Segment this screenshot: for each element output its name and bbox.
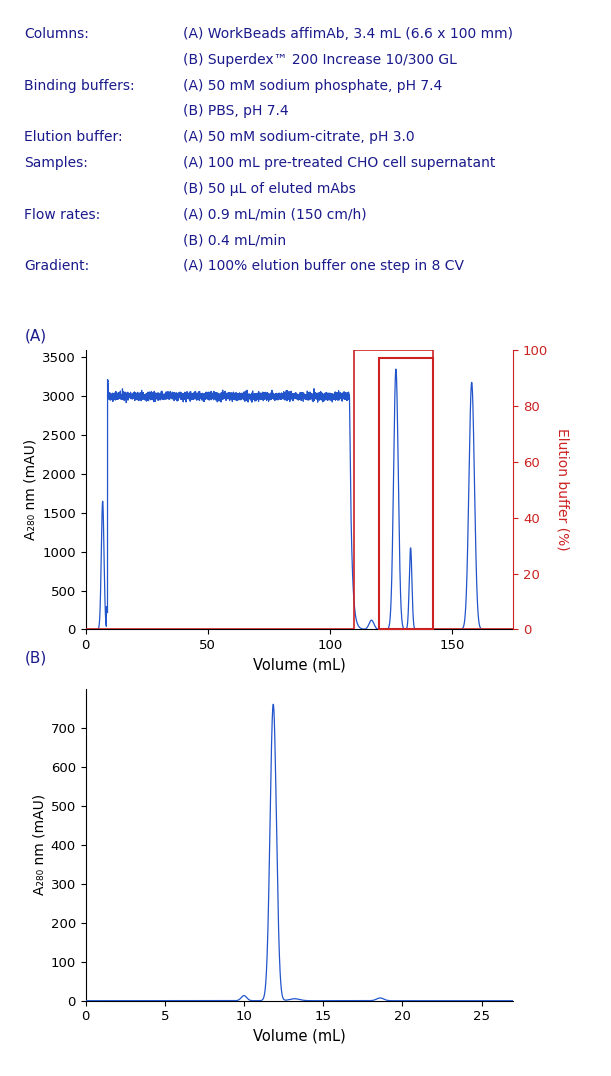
Text: (A) 100% elution buffer one step in 8 CV: (A) 100% elution buffer one step in 8 CV bbox=[183, 259, 464, 273]
Y-axis label: Elution buffer (%): Elution buffer (%) bbox=[555, 428, 569, 551]
Bar bbox=[379, 358, 433, 629]
Y-axis label: A₂₈₀ nm (mAU): A₂₈₀ nm (mAU) bbox=[24, 439, 38, 540]
Text: Columns:: Columns: bbox=[24, 27, 89, 41]
Text: (A) 50 mM sodium phosphate, pH 7.4: (A) 50 mM sodium phosphate, pH 7.4 bbox=[183, 79, 442, 93]
Text: Elution buffer:: Elution buffer: bbox=[24, 130, 123, 144]
Text: (B) 0.4 mL/min: (B) 0.4 mL/min bbox=[183, 233, 287, 247]
Text: (B): (B) bbox=[24, 651, 46, 666]
Text: (A) WorkBeads affimAb, 3.4 mL (6.6 x 100 mm): (A) WorkBeads affimAb, 3.4 mL (6.6 x 100… bbox=[183, 27, 513, 41]
Text: (A) 50 mM sodium-citrate, pH 3.0: (A) 50 mM sodium-citrate, pH 3.0 bbox=[183, 130, 415, 144]
Text: (B) PBS, pH 7.4: (B) PBS, pH 7.4 bbox=[183, 104, 289, 118]
Text: (B) 50 μL of eluted mAbs: (B) 50 μL of eluted mAbs bbox=[183, 182, 356, 196]
Text: (A) 0.9 mL/min (150 cm/h): (A) 0.9 mL/min (150 cm/h) bbox=[183, 208, 367, 222]
X-axis label: Volume (mL): Volume (mL) bbox=[253, 1029, 346, 1044]
Text: (A) 100 mL pre-treated CHO cell supernatant: (A) 100 mL pre-treated CHO cell supernat… bbox=[183, 156, 496, 170]
Text: Samples:: Samples: bbox=[24, 156, 89, 170]
Text: (B) Superdex™ 200 Increase 10/300 GL: (B) Superdex™ 200 Increase 10/300 GL bbox=[183, 53, 457, 67]
Text: Gradient:: Gradient: bbox=[24, 259, 90, 273]
Text: (A): (A) bbox=[24, 328, 46, 343]
Text: Binding buffers:: Binding buffers: bbox=[24, 79, 135, 93]
Y-axis label: A₂₈₀ nm (mAU): A₂₈₀ nm (mAU) bbox=[32, 794, 46, 895]
X-axis label: Volume (mL): Volume (mL) bbox=[253, 657, 346, 672]
Text: Flow rates:: Flow rates: bbox=[24, 208, 101, 222]
